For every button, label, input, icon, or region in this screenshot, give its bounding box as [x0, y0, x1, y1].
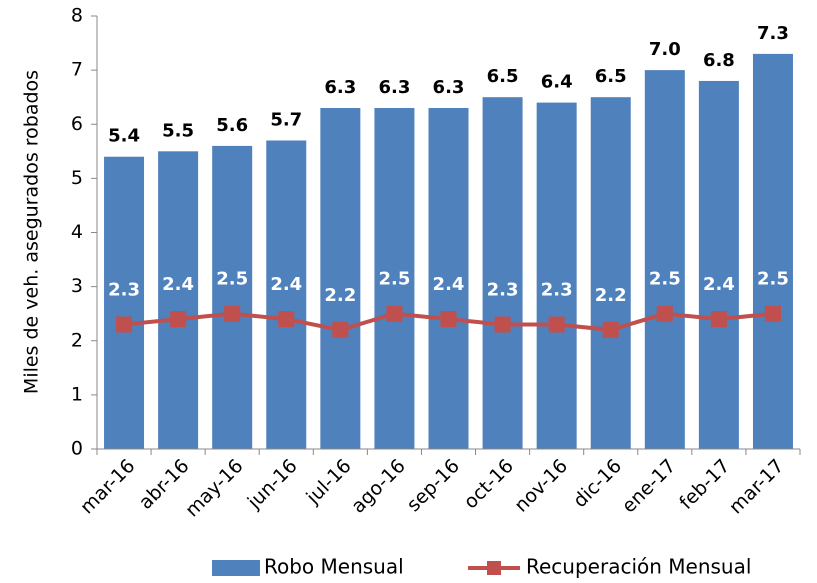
bar	[644, 70, 685, 449]
x-tick-label: may-16	[181, 455, 248, 522]
y-tick-label: 4	[71, 221, 83, 243]
line-marker	[440, 311, 457, 328]
line-value-label: 2.3	[487, 280, 519, 301]
line-value-label: 2.4	[270, 274, 302, 295]
y-tick-label: 2	[71, 329, 83, 351]
line-marker	[332, 321, 349, 338]
bar-value-label: 5.6	[216, 115, 248, 136]
bar	[752, 53, 793, 449]
y-tick-label: 6	[71, 113, 83, 135]
bar-value-label: 7.3	[757, 23, 789, 44]
line-value-label: 2.5	[757, 269, 789, 290]
line-value-label: 2.3	[541, 280, 573, 301]
line-marker	[224, 305, 241, 322]
x-tick-label: mar-17	[725, 455, 788, 518]
line-marker	[170, 311, 187, 328]
legend-swatch	[212, 560, 260, 576]
bar	[104, 156, 145, 449]
bar	[698, 80, 739, 449]
bar-value-label: 5.5	[162, 120, 194, 141]
line-value-label: 2.4	[162, 274, 194, 295]
bar-value-label: 6.4	[541, 72, 573, 93]
bar	[482, 97, 523, 449]
x-tick-label: ago-16	[347, 455, 410, 518]
bar-value-label: 7.0	[649, 39, 681, 60]
line-marker	[494, 316, 511, 333]
bar	[536, 102, 577, 449]
line-marker	[548, 316, 565, 333]
bar	[212, 145, 253, 449]
bar	[320, 108, 361, 449]
x-tick-label: oct-16	[460, 455, 518, 513]
y-tick-label: 1	[71, 383, 83, 405]
y-tick-label: 7	[71, 59, 83, 81]
line-value-label: 2.4	[703, 274, 735, 295]
legend-label: Recuperación Mensual	[526, 555, 751, 579]
line-marker	[278, 311, 295, 328]
legend-label: Robo Mensual	[264, 555, 404, 579]
x-tick-label: mar-16	[76, 455, 139, 518]
bar-value-label: 5.4	[108, 126, 140, 147]
line-marker	[386, 305, 403, 322]
x-tick-label: sep-16	[403, 455, 464, 516]
x-tick-label: dic-16	[569, 455, 626, 512]
line-marker	[656, 305, 673, 322]
bar-value-label: 6.3	[324, 77, 356, 98]
x-tick-label: feb-17	[675, 455, 734, 514]
x-tick-label: jun-16	[243, 455, 302, 514]
line-value-label: 2.3	[108, 280, 140, 301]
x-tick-label: ene-17	[618, 455, 681, 518]
bar	[374, 108, 415, 449]
bar-value-label: 5.7	[270, 109, 302, 130]
y-tick-label: 3	[71, 275, 83, 297]
bar-value-label: 6.3	[433, 77, 465, 98]
line-marker	[116, 316, 133, 333]
y-tick-label: 0	[71, 438, 83, 460]
line-value-label: 2.5	[378, 269, 410, 290]
bar-value-label: 6.5	[595, 66, 627, 87]
line-marker	[602, 321, 619, 338]
y-axis-label: Miles de veh. asegurados robados	[21, 70, 43, 394]
bar-value-label: 6.3	[378, 77, 410, 98]
line-marker	[710, 311, 727, 328]
line-value-label: 2.5	[649, 269, 681, 290]
y-tick-label: 8	[71, 5, 83, 27]
legend-marker	[487, 561, 501, 575]
bar	[266, 140, 307, 450]
bar	[158, 151, 199, 449]
line-value-label: 2.5	[216, 269, 248, 290]
line-marker	[764, 305, 781, 322]
bar	[590, 97, 631, 449]
line-value-label: 2.2	[595, 285, 627, 306]
line-value-label: 2.2	[324, 285, 356, 306]
bar-value-label: 6.8	[703, 50, 735, 71]
x-tick-label: nov-16	[510, 455, 572, 517]
y-tick-label: 5	[71, 167, 83, 189]
bar	[428, 108, 469, 449]
bar-value-label: 6.5	[487, 66, 519, 87]
line-value-label: 2.4	[433, 274, 465, 295]
